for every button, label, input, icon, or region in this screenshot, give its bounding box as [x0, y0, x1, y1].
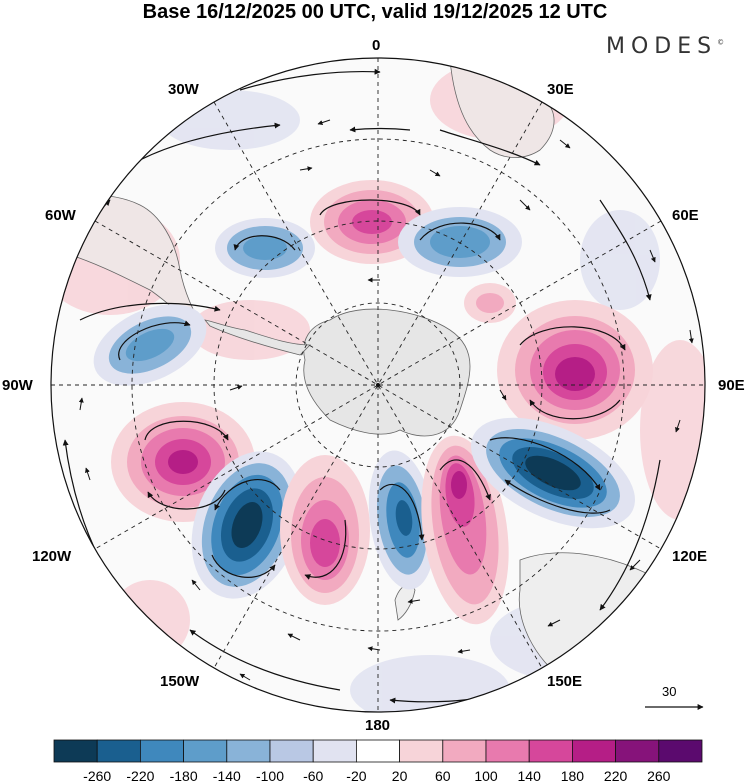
negative-anomaly-center-4 [191, 451, 303, 599]
logo-text: MODES [606, 34, 718, 59]
logo-copyright-mark: © [717, 38, 725, 47]
lon-label-120e: 120E [672, 548, 708, 565]
colorbar-tick-label: -220 [126, 768, 154, 783]
negative-anomaly-center-5 [368, 450, 436, 590]
lon-label-120w: 120W [32, 548, 72, 565]
streamlines [59, 68, 661, 704]
south-america-landmass [54, 194, 207, 332]
colorbar-tick-label: 20 [392, 768, 408, 783]
colorbar-tick-label: -140 [213, 768, 241, 783]
colorbar-swatch [355, 739, 400, 763]
colorbar-swatch [183, 739, 228, 763]
colorbar-swatch [96, 739, 141, 763]
colorbar-tick-label: -20 [346, 768, 366, 783]
lon-label-0: 0 [372, 37, 381, 54]
lon-label-60w: 60W [45, 207, 76, 224]
lon-label-150w: 150W [160, 673, 200, 690]
colorbar-swatch [312, 739, 357, 763]
colorbar-swatch [53, 739, 98, 763]
lon-label-90w: 90W [2, 377, 33, 394]
colorbar-swatch [572, 739, 617, 763]
lon-label-30e: 30E [547, 81, 574, 98]
colorbar-tick-label: 140 [518, 768, 542, 783]
positive-anomaly-center-2 [464, 283, 516, 323]
new-zealand-landmass [394, 584, 416, 621]
colorbar-tick-label: 260 [647, 768, 671, 783]
positive-anomaly-center-5 [280, 455, 370, 605]
graticule [51, 58, 705, 712]
colorbar-tick-label: -260 [83, 768, 111, 783]
modes-logo: MODES© [606, 34, 724, 59]
positive-anomaly-center-3 [497, 300, 653, 440]
lon-label-30w: 30W [168, 81, 199, 98]
colorbar-swatch [485, 739, 530, 763]
colorbar-swatch [139, 739, 184, 763]
lon-label-90e: 90E [718, 377, 745, 394]
lon-label-180: 180 [365, 717, 391, 734]
australia-landmass [518, 552, 691, 700]
map-disc [51, 58, 705, 712]
colorbar-tick-label: 180 [561, 768, 585, 783]
colorbar-swatch [442, 739, 487, 763]
negative-anomaly-center-2 [398, 207, 522, 277]
colorbar-swatch [528, 739, 573, 763]
negative-anomaly-center-1 [215, 218, 315, 278]
colorbar-swatch [399, 739, 444, 763]
antarctic-peninsula [203, 319, 311, 356]
colorbar-swatch [658, 739, 703, 763]
colorbar: -260 -220 -180 -140 -100 -60 -20 20 60 100 140 180 2… [53, 739, 703, 783]
positive-anomaly-center-6 [421, 435, 509, 625]
south-pole-marker [376, 383, 380, 387]
antarctica-landmass [303, 308, 471, 437]
colorbar-swatch [269, 739, 314, 763]
colorbar-tick-label: 60 [435, 768, 451, 783]
map-border [50, 57, 706, 713]
reference-vector-label: 30 [662, 684, 677, 699]
colorbar-tick-label: 100 [474, 768, 498, 783]
map-title: Base 16/12/2025 00 UTC, valid 19/12/2025… [142, 1, 608, 23]
negative-anomaly-center-3 [93, 304, 207, 386]
colorbar-tick-label: -60 [303, 768, 323, 783]
lon-label-150e: 150E [547, 673, 583, 690]
colorbar-tick-label: -180 [170, 768, 198, 783]
colorbar-swatch [615, 739, 660, 763]
lon-label-60e: 60E [672, 207, 699, 224]
colorbar-tick-label: 220 [604, 768, 628, 783]
colorbar-swatch [226, 739, 271, 763]
colorbar-tick-label: -100 [256, 768, 284, 783]
